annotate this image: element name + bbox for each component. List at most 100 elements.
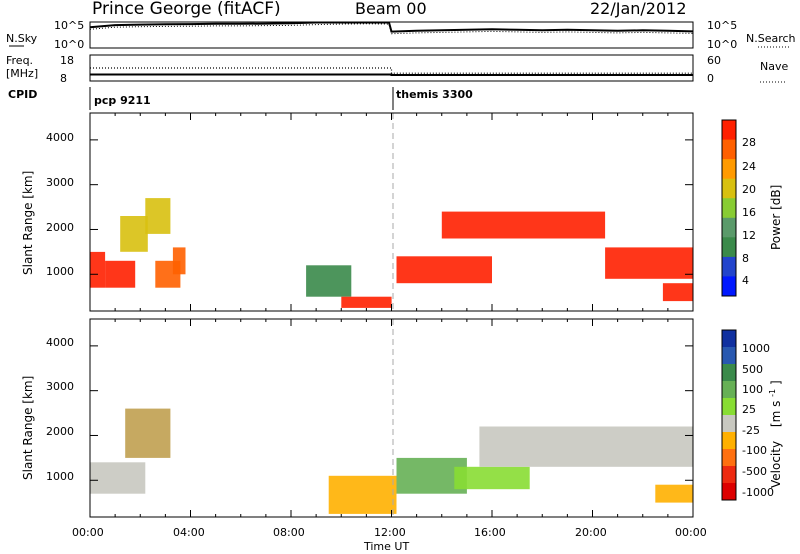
power-colorbar-swatch (722, 217, 736, 238)
power-cbar-tick-12: 12 (742, 229, 756, 242)
freq-left-tick-bottom: 8 (60, 72, 67, 85)
vel-cbar-label-2: [m s (769, 401, 783, 427)
power-colorbar-swatch (722, 178, 736, 199)
velocity-cell (125, 408, 171, 458)
power-cbar-tick-24: 24 (742, 160, 756, 173)
velocity-colorbar-swatch (722, 415, 736, 433)
vel-cbar-tick-m1000: -1000 (742, 486, 774, 499)
velocity-cell (328, 475, 397, 514)
power-colorbar-swatch (722, 276, 736, 297)
time-axis: 00:00 04:00 08:00 12:00 16:00 20:00 00:0… (72, 526, 707, 553)
cpid-segment-1: pcp 9211 (94, 94, 151, 107)
noise-right-tick-bottom: 10^0 (707, 38, 737, 51)
cpid-segment-2: themis 3300 (396, 88, 473, 101)
velocity-data-cells (90, 408, 693, 514)
velocity-colorbar (721, 329, 737, 501)
xtick-0400: 04:00 (173, 526, 205, 539)
power-cell (120, 216, 148, 252)
power-ylabel: Slant Range [km] (21, 171, 35, 275)
freq-left-label-2: [MHz] (6, 67, 38, 80)
power-cell (396, 256, 492, 284)
power-cell (605, 247, 693, 279)
power-ytick-1000: 1000 (46, 265, 74, 278)
noise-sky-series (89, 21, 694, 33)
power-ytick-4000: 4000 (46, 131, 74, 144)
power-panel: 4000 3000 2000 1000 Slant Range [km] 28 … (21, 112, 783, 312)
power-axis-ticks (89, 113, 694, 311)
power-cbar-tick-16: 16 (742, 206, 756, 219)
velocity-colorbar-swatch (722, 347, 736, 365)
power-cell (145, 198, 171, 234)
power-data-cells (90, 198, 693, 308)
power-colorbar-swatch (722, 139, 736, 160)
power-cbar-label: Power [dB] (769, 185, 783, 250)
freq-left-tick-top: 18 (60, 54, 74, 67)
velocity-colorbar-swatch (722, 381, 736, 399)
noise-right-label: N.Search (746, 32, 796, 45)
vel-ylabel: Slant Range [km] (21, 376, 35, 480)
vel-ytick-4000: 4000 (46, 336, 74, 349)
x-axis-label: Time UT (363, 540, 409, 553)
freq-right-tick-bottom: 0 (707, 72, 714, 85)
power-cell (172, 247, 186, 275)
vel-cbar-label-3: -1 (768, 389, 777, 397)
vel-cbar-tick-m25: -25 (742, 424, 760, 437)
power-colorbar (721, 119, 737, 297)
vel-cbar-tick-500: 500 (742, 363, 763, 376)
xtick-0800: 08:00 (273, 526, 305, 539)
velocity-colorbar-swatch (722, 398, 736, 416)
power-ytick-2000: 2000 (46, 221, 74, 234)
vel-cbar-tick-m100: -100 (742, 444, 767, 457)
beam-title: Beam 00 (355, 0, 427, 18)
noise-left-label: N.Sky (6, 32, 38, 45)
power-cell (341, 296, 392, 308)
vel-cbar-label-4: ] (769, 380, 783, 385)
power-colorbar-swatch (722, 159, 736, 180)
power-cell (662, 283, 693, 302)
velocity-colorbar-swatch (722, 432, 736, 450)
vel-cbar-tick-m500: -500 (742, 465, 767, 478)
svg-text:Velocity [m s: Velocity [m s -1 ] (764, 380, 783, 488)
frequency-panel: Freq. [MHz] 18 8 60 0 Nave (6, 54, 788, 85)
power-cbar-tick-8: 8 (742, 252, 749, 265)
cpid-panel: CPID pcp 9211 themis 3300 (8, 87, 473, 110)
freq-left-label-1: Freq. (6, 54, 33, 67)
date-title: 22/Jan/2012 (590, 0, 687, 18)
vel-ytick-1000: 1000 (46, 470, 74, 483)
velocity-colorbar-swatch (722, 364, 736, 382)
power-cell (90, 251, 106, 288)
station-title: Prince George (fitACF) (92, 0, 281, 19)
vel-cbar-tick-1000: 1000 (742, 342, 770, 355)
vel-ytick-3000: 3000 (46, 380, 74, 393)
nave-series (90, 67, 693, 74)
xtick-2400: 00:00 (675, 526, 707, 539)
noise-left-tick-top: 10^5 (54, 19, 84, 32)
noise-left-tick-bottom: 10^0 (54, 38, 84, 51)
velocity-axis-ticks (89, 319, 694, 517)
velocity-cell (479, 426, 693, 467)
velocity-colorbar-swatch (722, 483, 736, 501)
velocity-cell (655, 484, 693, 503)
vel-cbar-tick-25: 25 (742, 403, 756, 416)
xtick-0000: 00:00 (72, 526, 104, 539)
vel-ytick-2000: 2000 (46, 425, 74, 438)
power-cell (306, 265, 352, 297)
power-colorbar-swatch (722, 256, 736, 277)
power-cbar-tick-20: 20 (742, 183, 756, 196)
power-cbar-tick-4: 4 (742, 274, 749, 287)
vel-cbar-label-1: Velocity (769, 441, 783, 488)
power-cell (105, 260, 136, 288)
xtick-1200: 12:00 (374, 526, 406, 539)
cpid-label: CPID (8, 88, 37, 101)
frequency-series (90, 73, 693, 76)
xtick-1600: 16:00 (474, 526, 506, 539)
power-colorbar-swatch (722, 120, 736, 141)
velocity-colorbar-swatch (722, 330, 736, 348)
velocity-colorbar-swatch (722, 449, 736, 467)
power-ytick-3000: 3000 (46, 176, 74, 189)
power-colorbar-swatch (722, 198, 736, 219)
freq-right-tick-top: 60 (707, 54, 721, 67)
velocity-panel: 4000 3000 2000 1000 Slant Range [km] 100… (21, 318, 783, 518)
velocity-cell (90, 462, 146, 494)
